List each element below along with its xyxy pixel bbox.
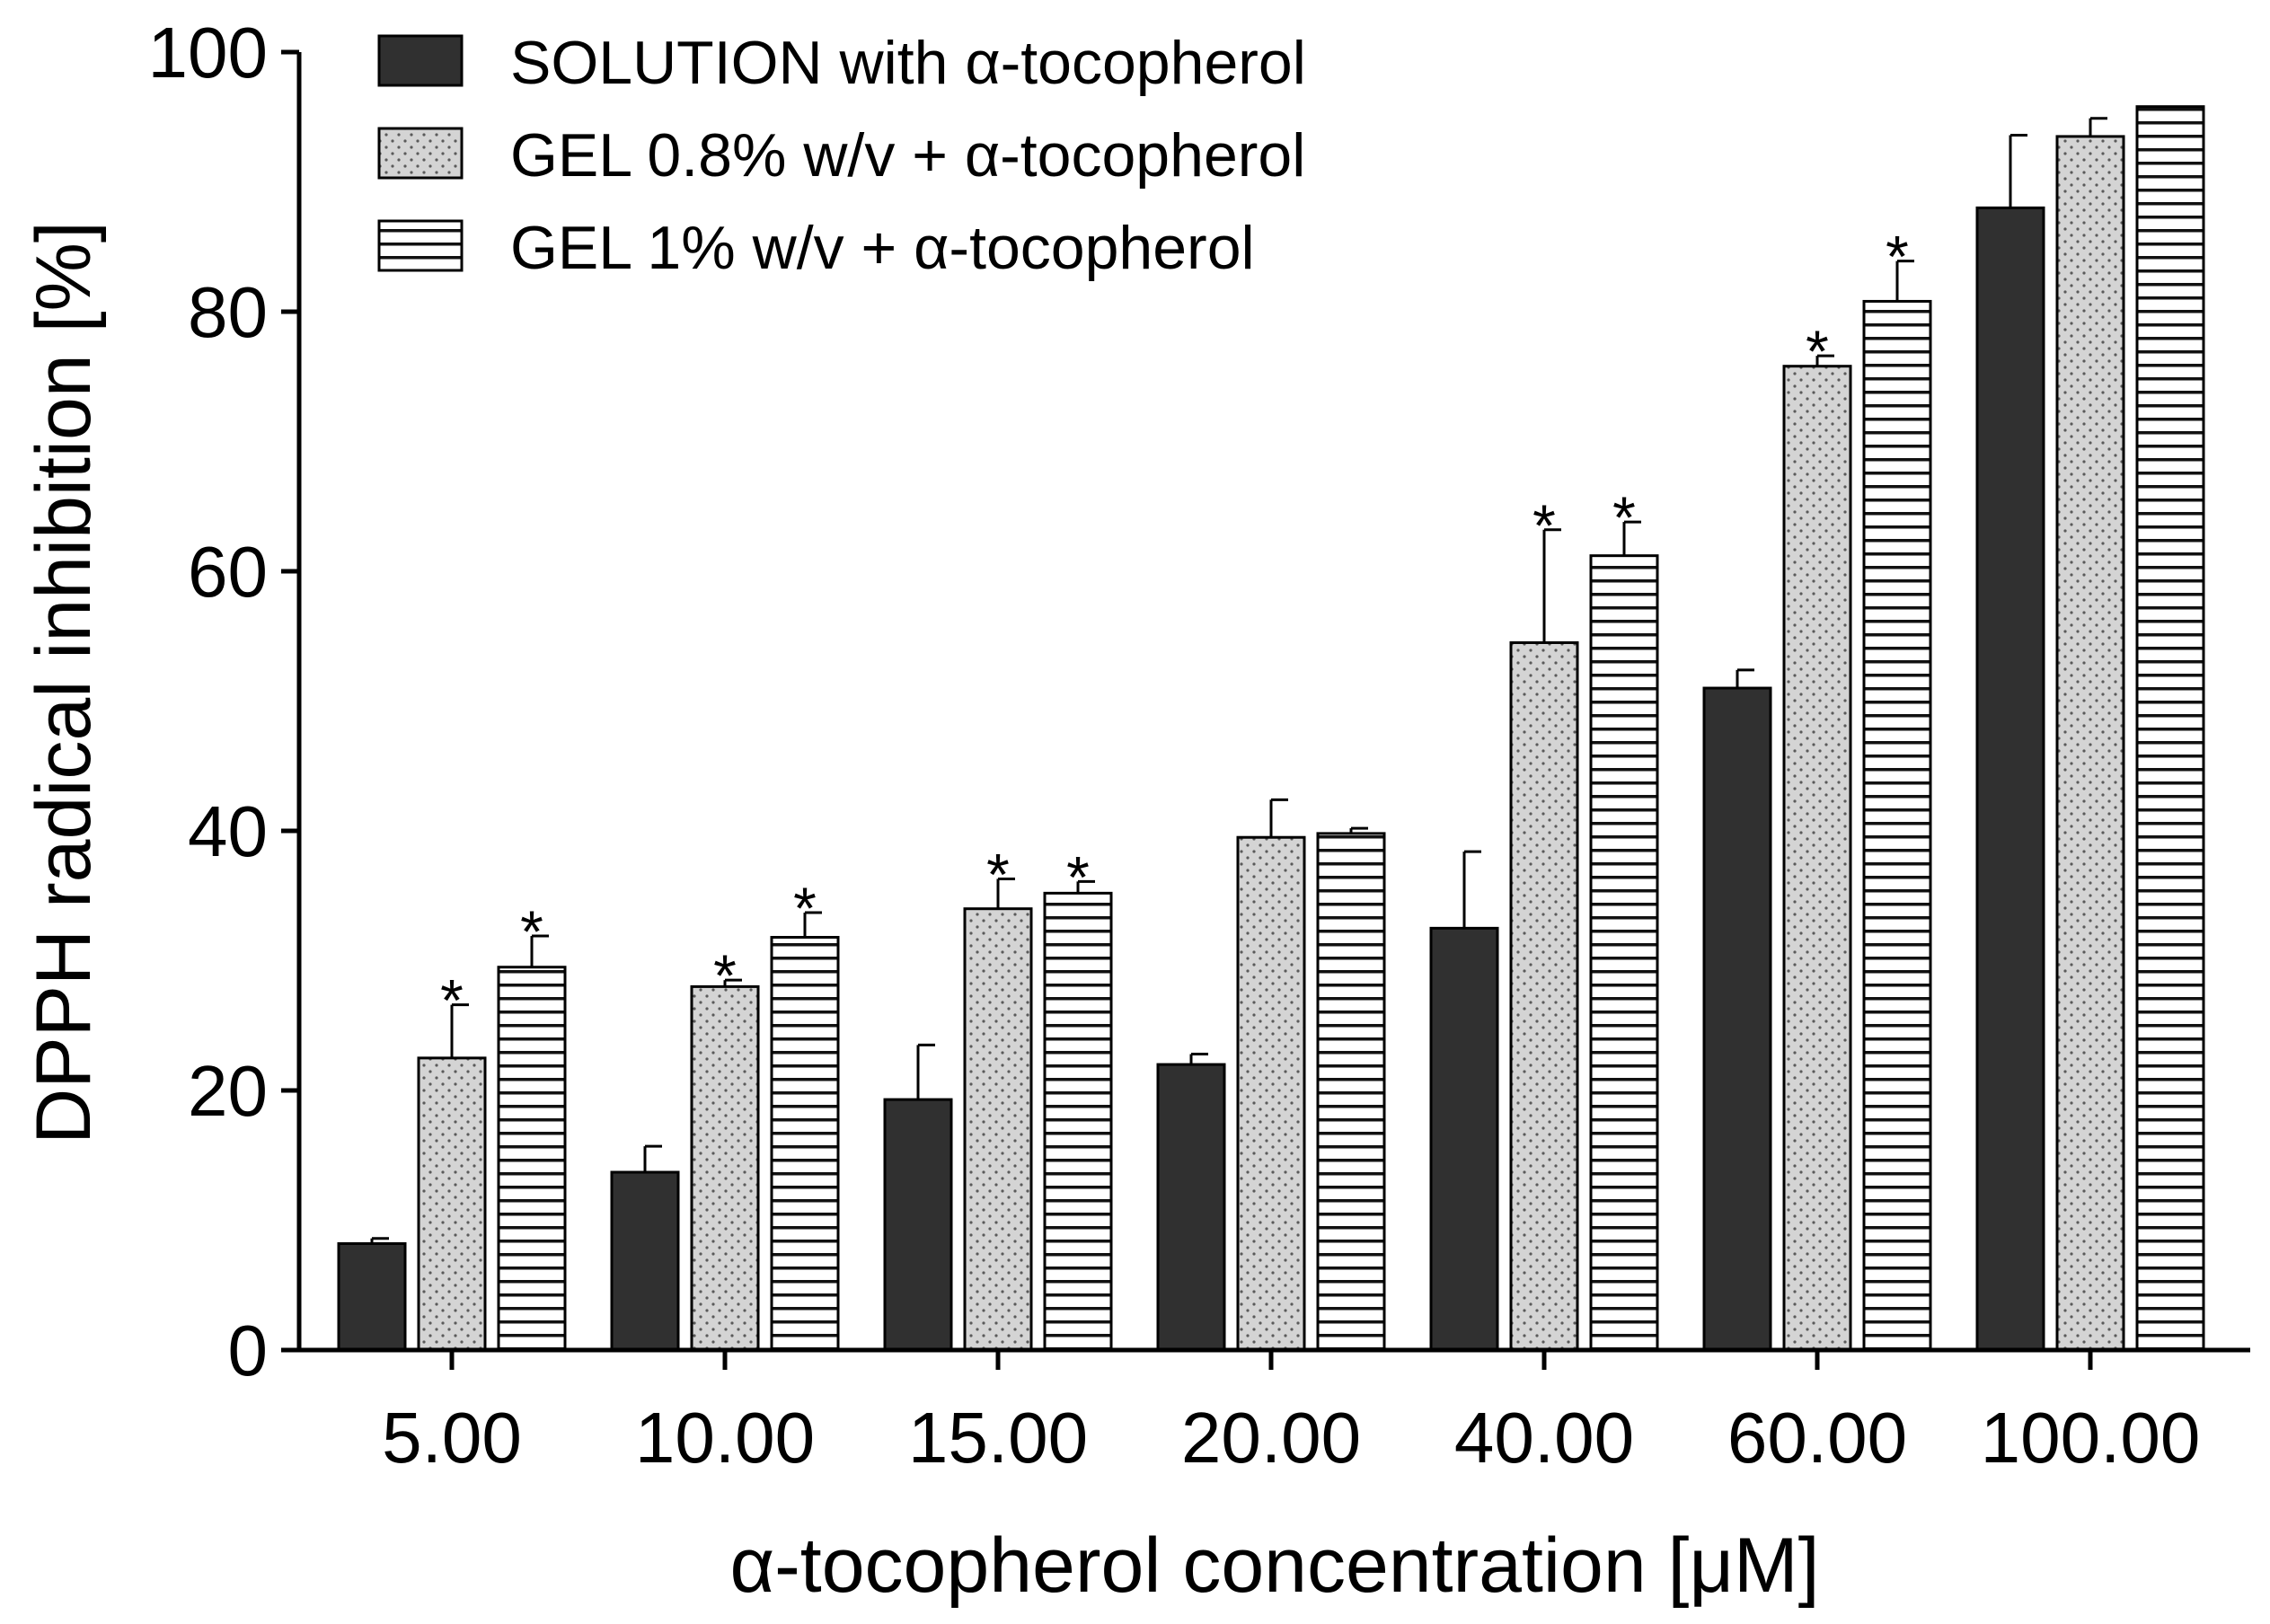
bar-2-2 <box>1043 891 1113 1352</box>
y-tick-label: 80 <box>188 272 268 352</box>
bar-0-5 <box>1702 686 1772 1352</box>
significance-star-2-0: * <box>520 898 543 965</box>
bar-2-3 <box>1316 832 1386 1352</box>
x-axis-title: α-tocopherol concentration [μM] <box>729 1522 1819 1609</box>
significance-star-2-4: * <box>1612 484 1636 551</box>
bar-1-3 <box>1236 835 1306 1352</box>
legend: SOLUTION with α-tocopherol GEL 0.8% w/v … <box>377 29 1306 282</box>
bar-2-5 <box>1862 299 1932 1352</box>
significance-star-2-2: * <box>1066 843 1090 910</box>
legend-label-gel-1: GEL 1% w/v + α-tocopherol <box>510 214 1255 282</box>
significance-star-1-0: * <box>440 967 464 1034</box>
x-tick-label: 10.00 <box>635 1398 815 1478</box>
bar-0-4 <box>1429 926 1499 1352</box>
bar-2-0 <box>497 966 567 1352</box>
x-tick-label: 100.00 <box>1981 1398 2201 1478</box>
axes-layer: 0 20 40 60 80 100 5.00 10.00 15.00 20.00 40.00 60.0… <box>148 13 2250 1478</box>
bar-0-2 <box>883 1098 953 1352</box>
bar-2-4 <box>1589 554 1659 1352</box>
legend-swatch-solution <box>377 34 464 87</box>
y-axis-title: DPPH radical inhibition [%] <box>21 221 107 1144</box>
bar-1-6 <box>2055 135 2125 1352</box>
legend-swatch-gel-1 <box>377 219 464 272</box>
legend-label-gel-0-8: GEL 0.8% w/v + α-tocopherol <box>510 121 1305 190</box>
x-tick-label: 20.00 <box>1181 1398 1361 1478</box>
significance-star-1-4: * <box>1532 492 1556 559</box>
y-tick-label: 0 <box>228 1311 269 1390</box>
y-tick-label: 100 <box>148 13 268 93</box>
y-tick-label: 60 <box>188 532 268 612</box>
bar-0-1 <box>610 1170 680 1352</box>
bar-0-6 <box>1975 206 2045 1352</box>
bar-2-1 <box>770 935 840 1352</box>
bar-1-2 <box>963 907 1033 1352</box>
x-tick-label: 5.00 <box>382 1398 522 1478</box>
bar-0-0 <box>337 1242 407 1352</box>
significance-star-2-1: * <box>793 875 817 941</box>
y-tick-label: 40 <box>188 791 268 871</box>
labels-layer: α-tocopherol concentration [μM] DPPH rad… <box>21 221 1820 1609</box>
significance-star-2-5: * <box>1886 224 1909 290</box>
significance-star-1-5: * <box>1806 318 1829 384</box>
bar-1-0 <box>417 1056 487 1352</box>
bar-1-1 <box>690 984 760 1352</box>
y-tick-label: 20 <box>188 1051 268 1131</box>
legend-label-solution: SOLUTION with α-tocopherol <box>510 29 1306 97</box>
bar-1-5 <box>1782 365 1852 1352</box>
bar-1-4 <box>1509 640 1579 1352</box>
bar-2-6 <box>2135 105 2205 1352</box>
bar-0-3 <box>1156 1063 1226 1352</box>
x-tick-label: 40.00 <box>1454 1398 1634 1478</box>
x-tick-label: 15.00 <box>908 1398 1088 1478</box>
legend-swatch-gel-0-8 <box>377 127 464 180</box>
significance-star-1-1: * <box>713 942 737 1009</box>
significance-star-1-2: * <box>986 841 1010 907</box>
x-tick-label: 60.00 <box>1727 1398 1907 1478</box>
bars-layer: * * * * * * * * * * <box>337 105 2205 1352</box>
